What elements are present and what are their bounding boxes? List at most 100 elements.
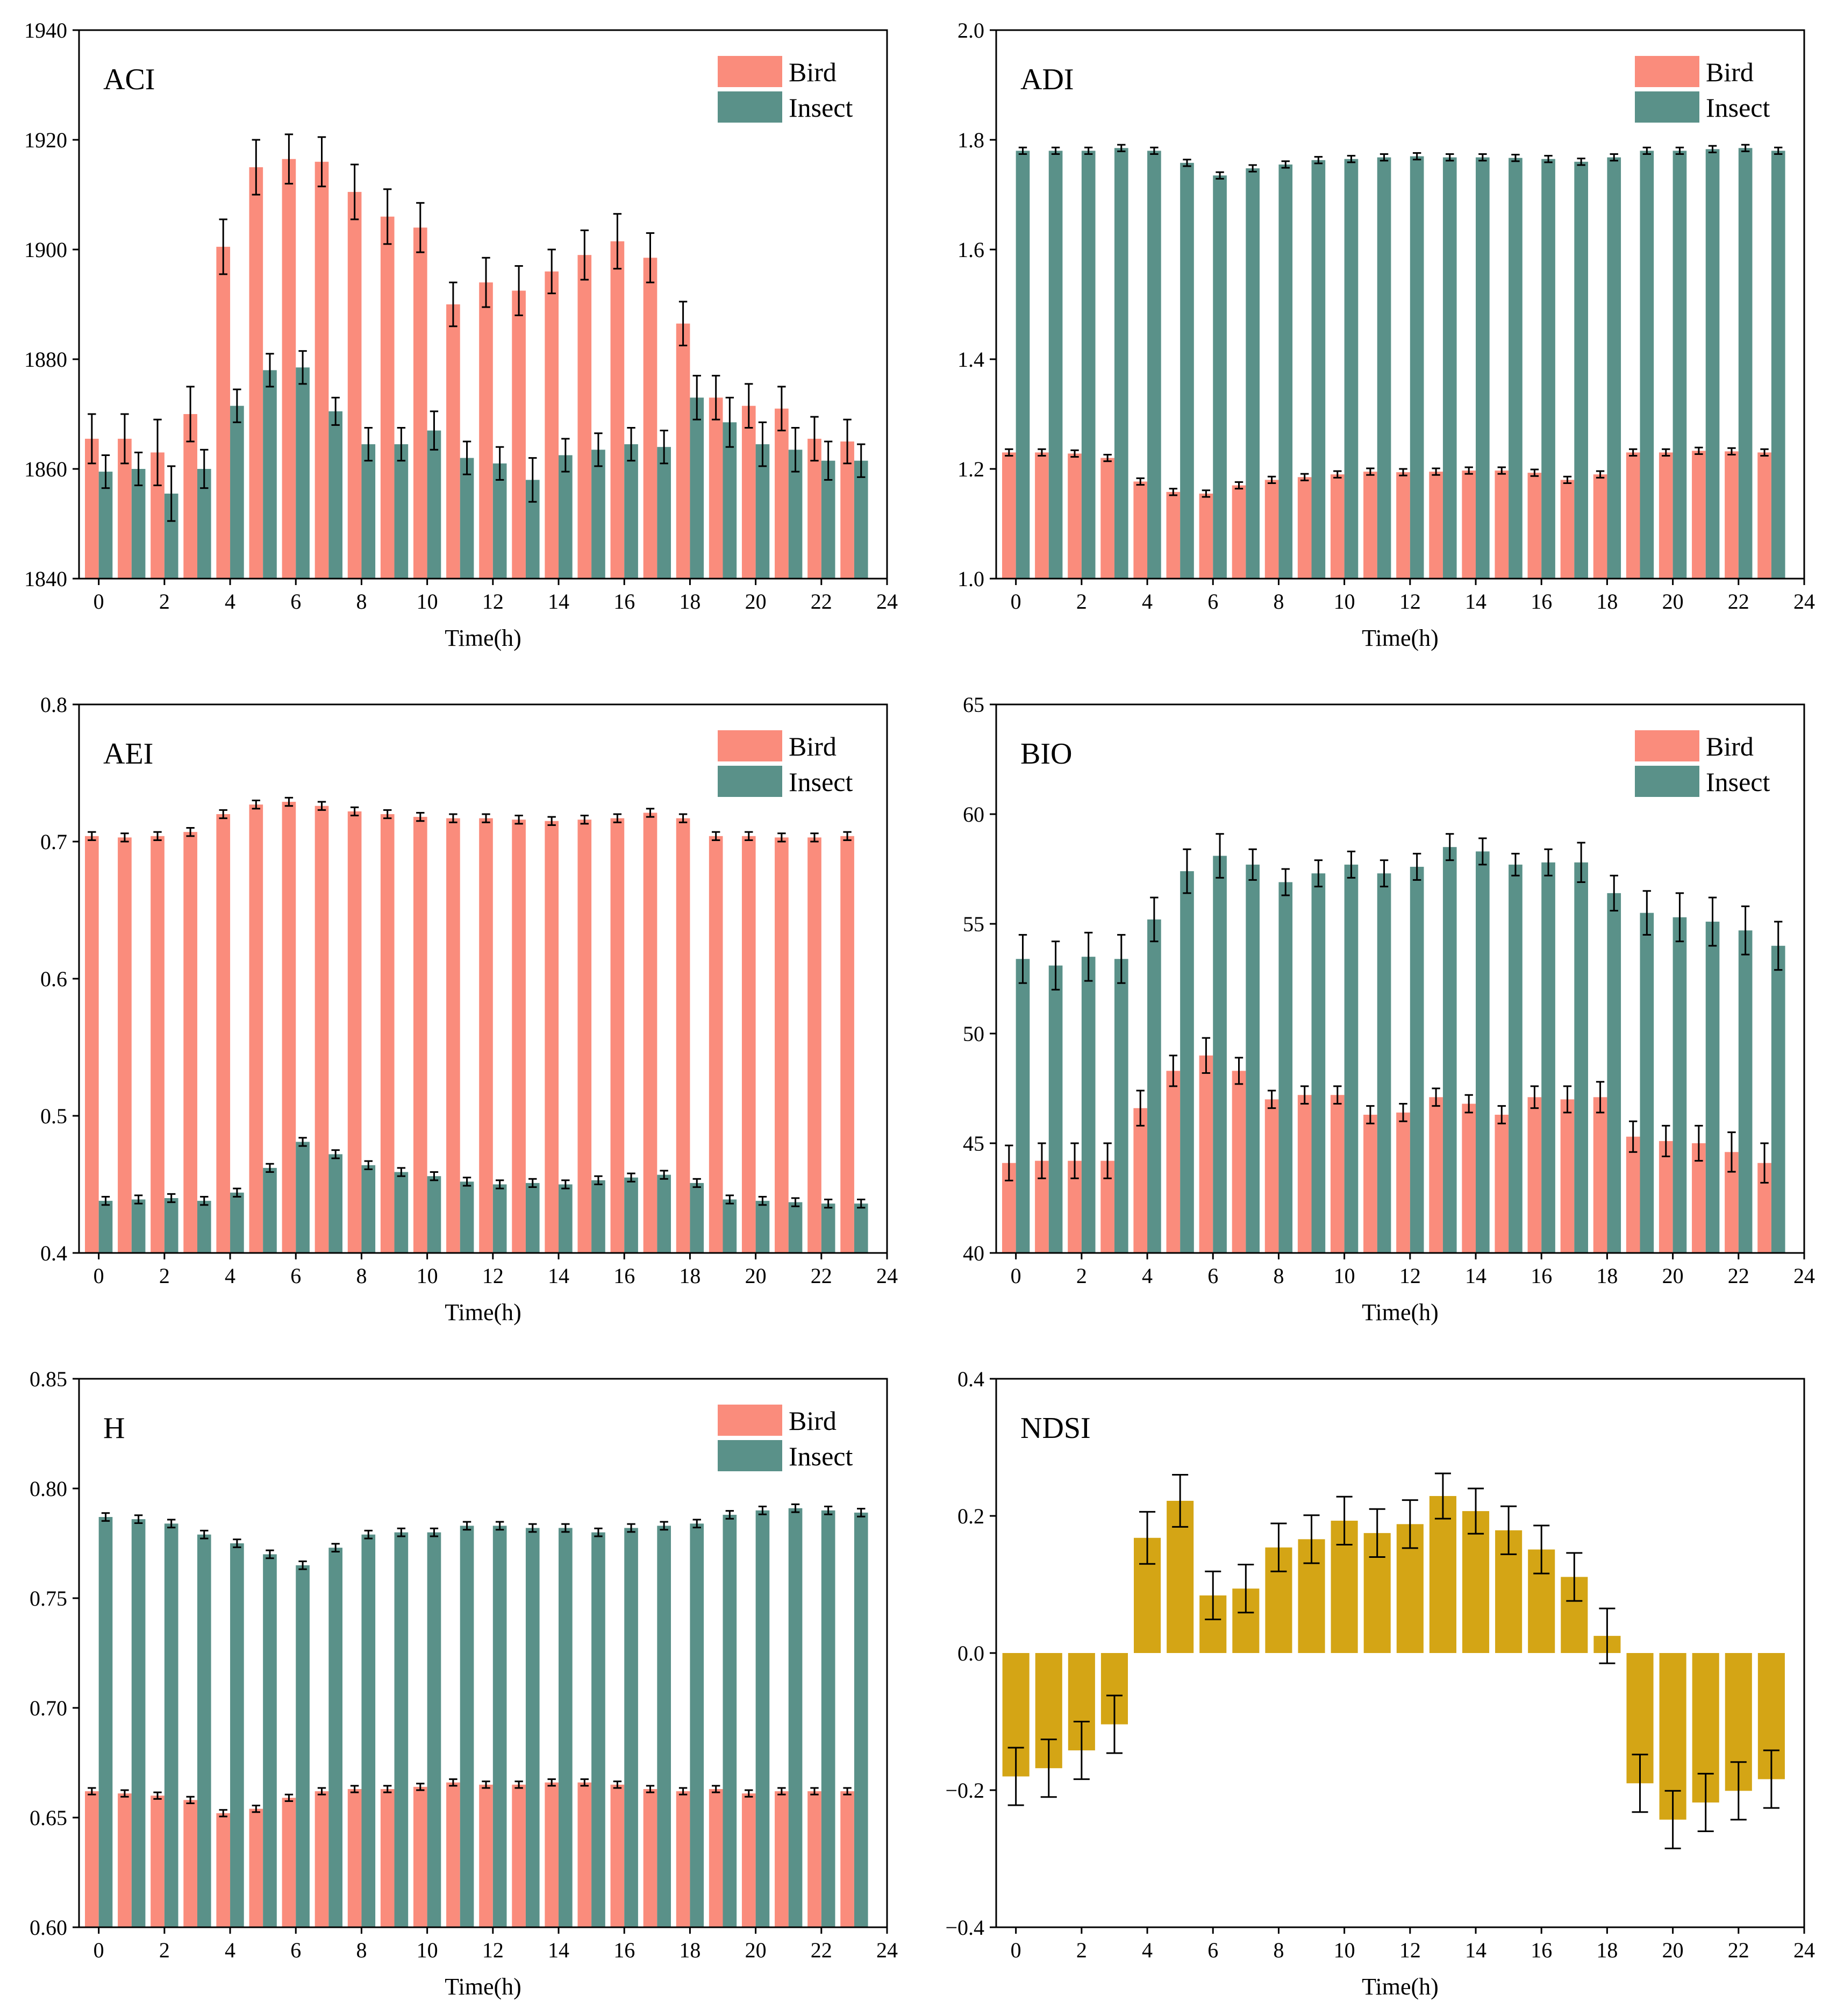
errorbar-bird-12 bbox=[482, 257, 490, 308]
bar-insect-6 bbox=[296, 1565, 310, 1927]
bar-bird-16 bbox=[1527, 473, 1542, 579]
bar-bird-17 bbox=[643, 813, 657, 1253]
errorbar-bird-0 bbox=[1005, 1144, 1013, 1181]
bar-insect-11 bbox=[460, 1181, 474, 1253]
x-tick-label: 18 bbox=[1596, 1264, 1618, 1288]
errorbar-bird-3 bbox=[186, 386, 195, 443]
errorbar-bird-12 bbox=[1399, 468, 1407, 476]
errorbar-insect-10 bbox=[1347, 155, 1356, 163]
errorbar-insect-14 bbox=[1478, 837, 1487, 866]
errorbar-bird-17 bbox=[646, 808, 655, 818]
errorbar-bird-23 bbox=[1760, 1142, 1769, 1184]
y-tick-label: 1900 bbox=[24, 238, 67, 262]
bar-bird-9 bbox=[1297, 1095, 1312, 1253]
legend-swatch-insect bbox=[718, 91, 782, 123]
bar-bird-16 bbox=[1527, 1097, 1542, 1253]
x-tick-label: 12 bbox=[1399, 1938, 1421, 1962]
errorbar-bird-11 bbox=[1366, 467, 1375, 476]
x-tick-label: 10 bbox=[1334, 1264, 1355, 1288]
errorbar-ndsi-15 bbox=[1500, 1505, 1517, 1555]
errorbar-ndsi-8 bbox=[1270, 1522, 1287, 1572]
bar-bird-21 bbox=[775, 1791, 789, 1927]
bar-bird-5 bbox=[249, 804, 263, 1253]
series-insect bbox=[98, 1503, 868, 1927]
errorbar-insect-12 bbox=[1412, 152, 1421, 161]
y-tick-label: 1.8 bbox=[957, 128, 984, 152]
bar-insect-22 bbox=[821, 1510, 835, 1927]
bar-insect-5 bbox=[1180, 162, 1194, 579]
bar-bird-11 bbox=[446, 304, 460, 579]
x-tick-label: 24 bbox=[1793, 1264, 1815, 1288]
bar-bird-20 bbox=[1659, 1141, 1673, 1253]
errorbar-bird-5 bbox=[1169, 1055, 1178, 1087]
errorbar-bird-14 bbox=[547, 1778, 556, 1787]
bar-bird-16 bbox=[610, 241, 625, 579]
bar-insect-22 bbox=[1738, 148, 1753, 579]
bar-insect-4 bbox=[1147, 919, 1161, 1253]
errorbar-insect-13 bbox=[528, 457, 537, 503]
legend-label-bird: Bird bbox=[789, 1406, 837, 1436]
errorbar-bird-10 bbox=[416, 202, 425, 253]
bar-bird-20 bbox=[741, 405, 756, 579]
errorbar-bird-4 bbox=[219, 1809, 227, 1818]
legend-swatch-insect bbox=[1635, 91, 1699, 123]
bar-insect-0 bbox=[1016, 959, 1030, 1253]
x-tick-label: 22 bbox=[811, 1938, 832, 1962]
errorbar-bird-0 bbox=[88, 413, 96, 465]
bar-bird-9 bbox=[1297, 477, 1312, 579]
errorbar-bird-3 bbox=[1103, 453, 1112, 462]
series-bird bbox=[85, 133, 854, 579]
bar-bird-6 bbox=[1199, 1055, 1213, 1253]
bar-bird-5 bbox=[1166, 491, 1181, 579]
legend: Bird Insect bbox=[718, 1405, 853, 1471]
bar-insect-19 bbox=[723, 1514, 737, 1927]
legend-label-insect: Insect bbox=[789, 92, 853, 123]
errorbar-insect-10 bbox=[1347, 850, 1356, 879]
y-axis: 40 45 50 55 60 65 bbox=[963, 693, 996, 1265]
errorbar-insect-3 bbox=[1117, 144, 1126, 152]
errorbar-bird-8 bbox=[1267, 475, 1276, 485]
x-tick-label: 14 bbox=[1465, 1938, 1486, 1962]
bar-bird-14 bbox=[545, 271, 559, 579]
errorbar-insect-19 bbox=[725, 1194, 734, 1205]
bar-insect-9 bbox=[394, 444, 409, 579]
x-tick-label: 6 bbox=[1207, 1264, 1218, 1288]
legend-label-bird: Bird bbox=[789, 57, 837, 87]
bar-ndsi-13 bbox=[1429, 1496, 1456, 1653]
errorbar-insect-20 bbox=[1675, 146, 1684, 155]
bar-insect-20 bbox=[1672, 917, 1687, 1253]
bar-insect-10 bbox=[1344, 864, 1359, 1253]
errorbar-insect-3 bbox=[1117, 934, 1126, 984]
bar-insect-4 bbox=[230, 405, 244, 579]
errorbar-bird-20 bbox=[1662, 1124, 1670, 1157]
bar-bird-15 bbox=[577, 255, 592, 579]
errorbar-insect-0 bbox=[1018, 934, 1027, 984]
errorbar-bird-5 bbox=[252, 800, 261, 810]
legend-swatch-insect bbox=[718, 766, 782, 797]
legend: Bird Insect bbox=[1635, 730, 1770, 797]
y-tick-label: 1.4 bbox=[957, 347, 984, 372]
panel-title: ADI bbox=[1020, 63, 1074, 96]
bar-bird-3 bbox=[1100, 458, 1114, 579]
errorbar-bird-21 bbox=[777, 386, 786, 432]
errorbar-insect-8 bbox=[1281, 868, 1290, 896]
errorbar-insect-18 bbox=[1610, 874, 1618, 912]
x-tick-label: 0 bbox=[94, 1938, 104, 1962]
errorbar-bird-18 bbox=[678, 1787, 688, 1796]
bar-insect-18 bbox=[690, 1523, 704, 1927]
errorbar-insect-14 bbox=[561, 1523, 570, 1533]
errorbar-insect-7 bbox=[1248, 848, 1257, 881]
bar-insect-20 bbox=[1672, 151, 1687, 579]
errorbar-insect-5 bbox=[1183, 159, 1191, 167]
errorbar-insect-23 bbox=[857, 1199, 866, 1209]
bar-bird-8 bbox=[347, 1789, 362, 1927]
bar-insect-7 bbox=[328, 1154, 342, 1253]
bar-bird-4 bbox=[1133, 481, 1148, 579]
errorbar-bird-12 bbox=[482, 813, 490, 823]
errorbar-ndsi-4 bbox=[1139, 1511, 1156, 1565]
errorbar-insect-8 bbox=[1281, 160, 1290, 169]
series-bird bbox=[1002, 446, 1771, 579]
errorbar-bird-11 bbox=[1366, 1105, 1375, 1124]
errorbar-insect-21 bbox=[791, 1197, 800, 1207]
